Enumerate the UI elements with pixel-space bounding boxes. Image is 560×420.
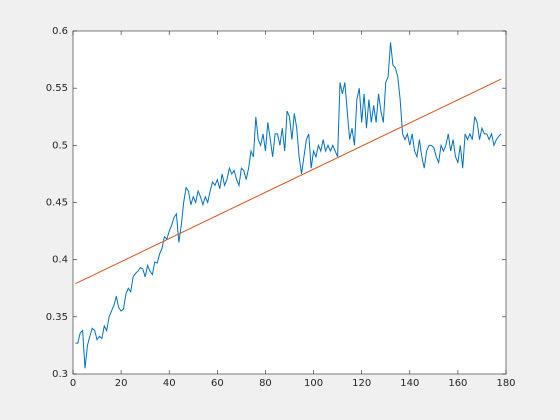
x-tick-label: 60 (211, 378, 224, 389)
x-tick-label: 40 (163, 378, 176, 389)
data-line (75, 78, 502, 285)
y-tick-label: 0.6 (52, 26, 68, 37)
y-tick-label: 0.35 (46, 312, 68, 323)
y-tick-label: 0.45 (46, 198, 68, 209)
x-tick-label: 0 (70, 378, 76, 389)
y-tick-label: 0.3 (52, 369, 68, 380)
x-tick-label: 80 (259, 378, 272, 389)
y-tick-label: 0.55 (46, 83, 68, 94)
y-tick-label: 0.4 (52, 255, 68, 266)
x-tick-label: 120 (352, 378, 371, 389)
x-tick-label: 180 (496, 378, 515, 389)
x-tick-label: 160 (448, 378, 467, 389)
x-tick-label: 100 (304, 378, 323, 389)
x-tick-label: 140 (400, 378, 419, 389)
x-tick-label: 20 (115, 378, 128, 389)
data-line (75, 42, 502, 369)
plot-area (73, 31, 506, 374)
y-tick-label: 0.5 (52, 140, 68, 151)
